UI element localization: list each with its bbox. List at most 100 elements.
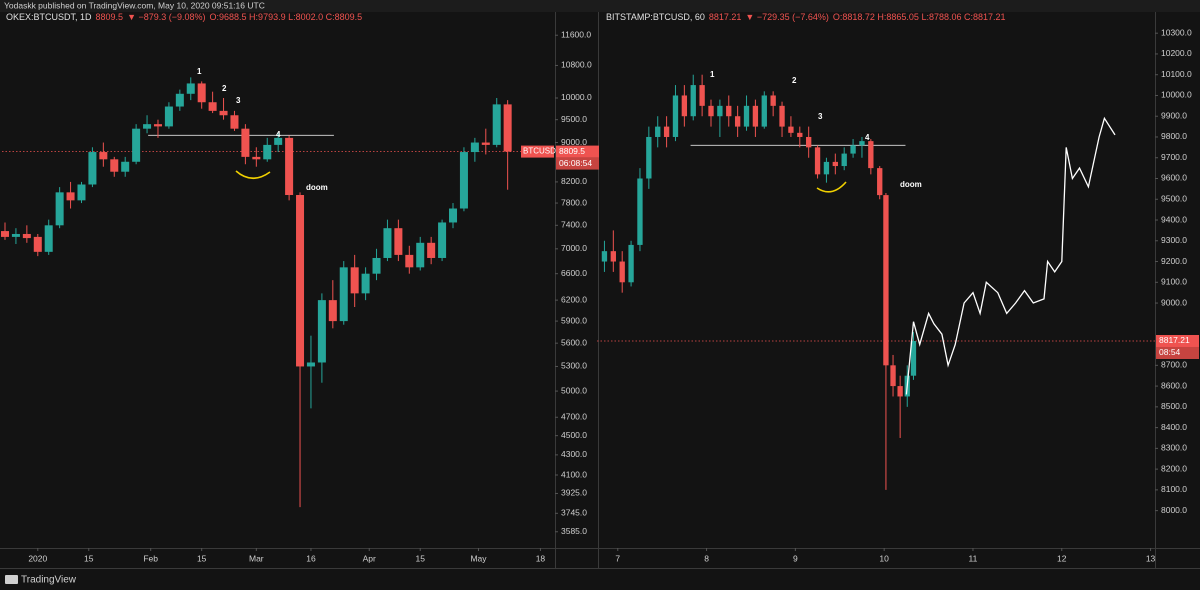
candle-body [734,116,741,127]
x-tick-label: 8 [704,553,709,563]
candle-body [743,105,750,127]
candle-body [296,194,305,367]
x-tick-label: 12 [1057,553,1067,563]
annotation: 4 [865,133,870,142]
price-label: 8809.5 [559,146,585,156]
y-tick-label: 5900.0 [561,315,587,325]
y-tick-label: 3745.0 [561,508,587,518]
candle-body [699,85,705,106]
y-tick-label: 6200.0 [561,294,587,304]
annotation: doom [306,183,328,192]
candle-body [252,156,261,160]
candle-body [22,233,31,239]
candle-body [197,83,206,103]
y-tick-label: 9200.0 [1161,256,1187,266]
candle-body [850,145,856,154]
chart-panel: BITSTAMP:BTCUSD, 60 8817.21 ▼ −729.35 (−7.… [597,12,1199,563]
candle-body [910,340,917,376]
x-tick-label: 18 [536,553,546,563]
candle-body [481,142,490,145]
candle-body [33,236,42,252]
candle-body [681,95,688,117]
candle-body [868,141,874,169]
candle-body [449,208,458,223]
x-tick-label: Mar [249,553,264,563]
y-tick-label: 8400.0 [1161,422,1187,432]
candle-body [339,267,348,322]
x-tick-label: Feb [143,553,158,563]
legend: BITSTAMP:BTCUSD, 60 8817.21 ▼ −729.35 (−7.… [606,12,1006,22]
y-tick-label: 9500.0 [1161,194,1187,204]
logo: TradingView [5,575,77,586]
candle-body [877,168,883,196]
candle-body [66,192,75,201]
annotation: 1 [197,67,202,76]
y-tick-label: 3585.0 [561,526,587,536]
candle-body [99,152,108,160]
legend-ohlc: O:9688.5 H:9793.9 L:8002.0 C:8809.5 [210,12,363,22]
countdown: 06:08:54 [559,158,592,168]
x-tick-label: 9 [793,553,798,563]
candle-body [350,267,359,294]
price-label-box [556,145,599,158]
yellow-curve [816,181,847,193]
candle-body [717,105,723,117]
price-label: 8817.21 [1159,335,1190,345]
candle-body [361,273,370,294]
x-tick-label: 10 [879,553,889,563]
y-tick-label: 10000.0 [561,92,592,102]
candle-body [110,159,119,172]
candle-body [459,152,468,209]
candle-body [619,261,625,283]
candle-body [814,147,821,175]
publisher-bar [0,0,1200,12]
y-tick-label: 9300.0 [1161,235,1187,245]
countdown-box [556,157,599,170]
y-tick-label: 4700.0 [561,412,587,422]
symbol-tag-box [521,145,554,158]
x-tick-label: 13 [1146,553,1156,563]
candle-body [372,257,381,274]
legend-symbol: BITSTAMP:BTCUSD, 60 [606,12,705,22]
x-tick-label: 7 [615,553,620,563]
candle-body [883,195,889,366]
countdown-box [1156,346,1199,359]
candle-body [628,244,634,283]
y-tick-label: 10800.0 [561,60,592,70]
annotation: 3 [236,96,241,105]
candle-body [274,137,283,145]
y-tick-label: 9000.0 [561,137,587,147]
y-tick-label: 8500.0 [1161,401,1187,411]
candle-body [438,222,447,258]
y-tick-label: 7000.0 [561,243,587,253]
y-tick-label: 4500.0 [561,430,587,440]
y-tick-label: 5300.0 [561,361,587,371]
y-tick-label: 9000.0 [1161,297,1187,307]
countdown: 08:54 [1159,347,1181,357]
candle-body [208,102,217,111]
legend-ohlc: O:8818.72 H:8865.05 L:8788.06 C:8817.21 [833,12,1006,22]
chart-panel: OKEX:BTCUSDT, 1D 8809.5 ▼ −879.3 (−9.08%) O… [0,12,599,563]
y-tick-label: 10100.0 [1161,69,1192,79]
candle-body [897,386,903,397]
x-tick-label: 15 [415,553,425,563]
y-tick-label: 9100.0 [1161,277,1187,287]
candle-body [285,137,294,195]
candle-body [503,104,512,152]
y-tick-label: 8000.0 [1161,505,1187,515]
y-tick-label: 7400.0 [561,220,587,230]
legend-last-price: 8817.21 [709,12,742,22]
candle-body [230,115,239,129]
x-tick-label: 15 [84,553,94,563]
candle-body [143,124,152,129]
candle-body [492,104,501,145]
candle-body [186,83,195,94]
candle-body [44,225,53,252]
y-tick-label: 11600.0 [561,29,591,39]
candle-body [219,110,228,116]
y-tick-label: 9900.0 [1161,110,1187,120]
annotation: 2 [792,76,797,85]
candle-body [655,126,661,137]
x-tick-label: 16 [306,553,316,563]
candle-body [646,136,652,179]
